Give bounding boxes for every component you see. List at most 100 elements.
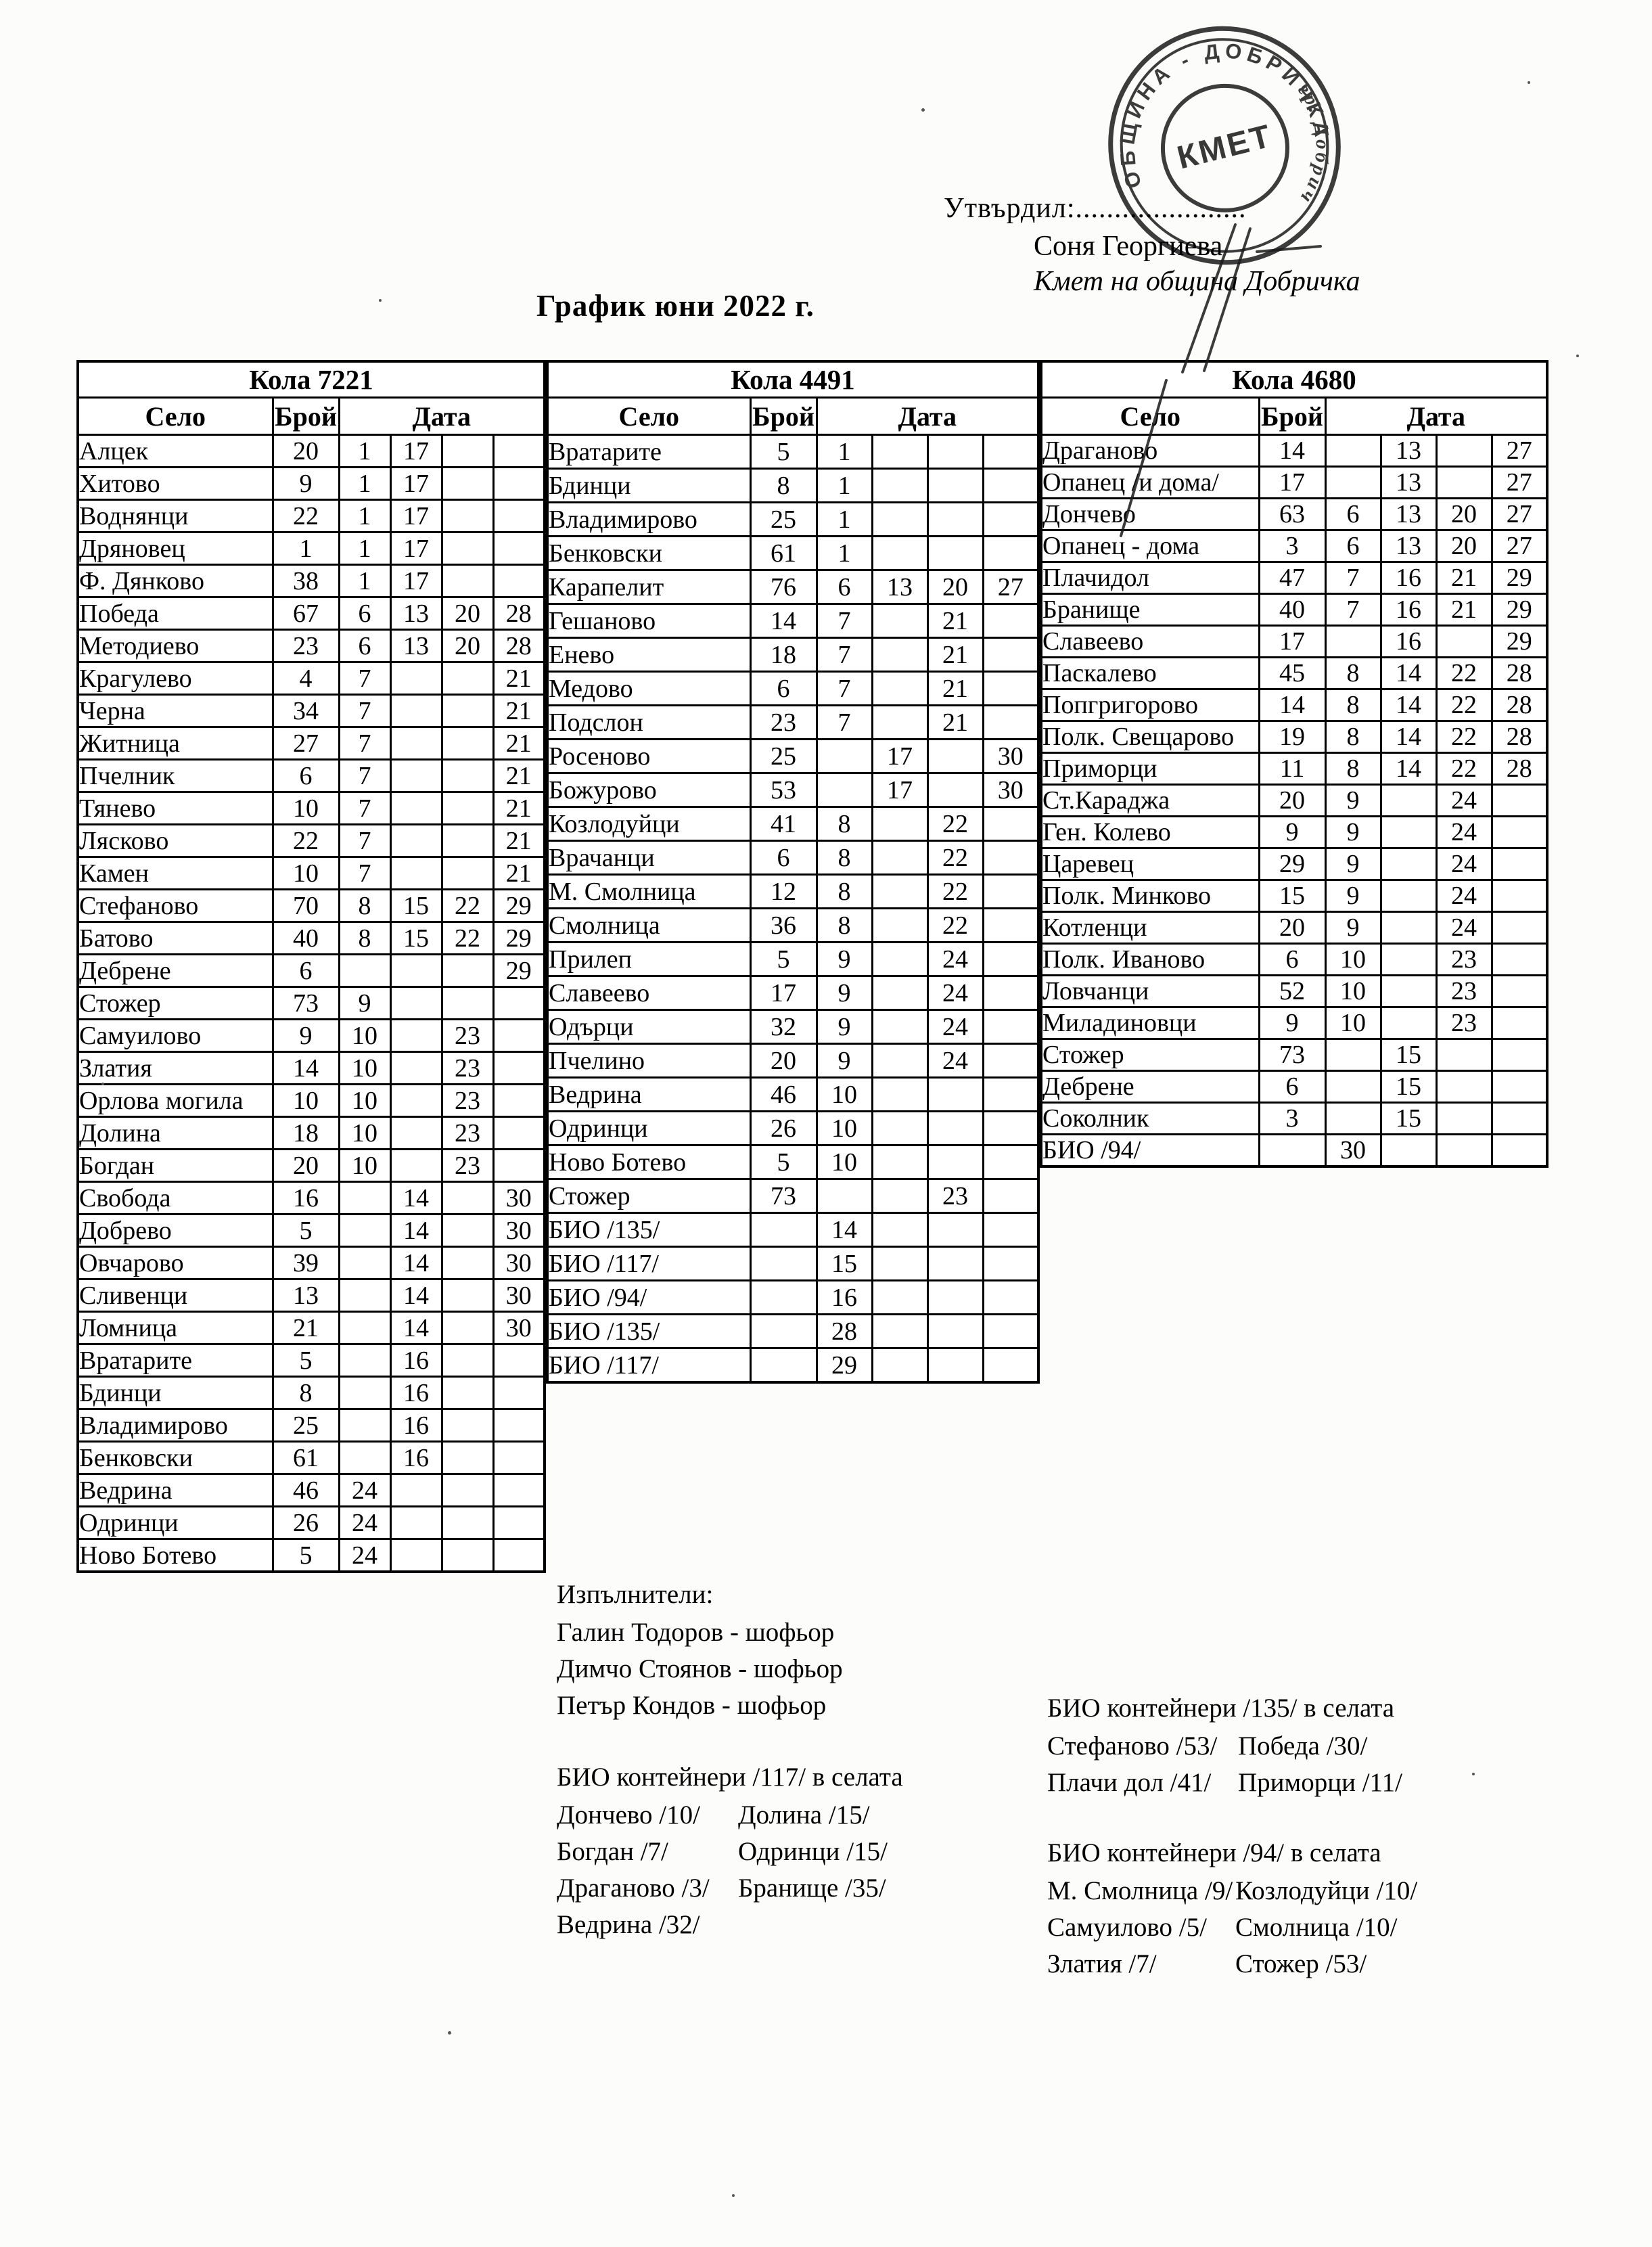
village-cell: М. Смолница [546, 873, 752, 909]
date-cell: 23 [1435, 974, 1493, 1008]
date-cell [440, 1343, 495, 1378]
date-cell [492, 1116, 546, 1150]
date-cell: 14 [1379, 720, 1438, 754]
village-cell: Прилеп [546, 941, 752, 977]
date-cell [871, 468, 929, 503]
date-cell [338, 1376, 392, 1410]
date-cell: 1 [815, 468, 873, 503]
date-cell [982, 704, 1040, 740]
village-cell: Черна [76, 694, 274, 728]
date-cell [1379, 784, 1438, 817]
table-row: Ловчанци 52 10 23 [1040, 974, 1548, 1008]
date-cell: 22 [926, 873, 984, 909]
village-cell: Одринци [546, 1110, 752, 1146]
table-row: Свобода 16 14 30 [76, 1181, 546, 1215]
date-cell: 1 [815, 434, 873, 470]
date-cell: 7 [815, 704, 873, 740]
date-cell: 21 [492, 661, 546, 696]
date-cell: 28 [1490, 752, 1548, 786]
date-cell [1435, 1038, 1493, 1072]
date-cell: 22 [1435, 656, 1493, 690]
village-cell: Батово [76, 921, 274, 955]
date-cell [1324, 466, 1382, 499]
count-cell: 20 [1258, 911, 1327, 945]
date-cell: 21 [1435, 593, 1493, 627]
date-cell [492, 1148, 546, 1183]
date-cell [1324, 1102, 1382, 1135]
date-cell [982, 1212, 1040, 1248]
date-cell: 20 [440, 629, 495, 663]
date-cell: 21 [492, 726, 546, 761]
table-row: Алцек 20 1 17 [76, 434, 546, 468]
table-row: Бдинци 8 1 [546, 468, 1040, 503]
date-cell [871, 840, 929, 876]
table-row: БИО /135/14 [546, 1212, 1040, 1248]
table-row: БИО /94/16 [546, 1279, 1040, 1315]
table-row: Приморци 11 8 14 22 28 [1040, 752, 1548, 786]
date-cell: 7 [338, 694, 392, 728]
count-cell: 23 [749, 704, 818, 740]
table-row: БИО /135/28 [546, 1313, 1040, 1349]
date-cell: 13 [1379, 434, 1438, 468]
count-cell: 6 [271, 953, 340, 988]
date-cell: 28 [1490, 688, 1548, 722]
date-cell: 16 [389, 1408, 443, 1443]
date-cell: 30 [1324, 1133, 1382, 1168]
bio-village-item: Одринци /15/ [738, 1837, 888, 1866]
date-cell [1379, 879, 1438, 913]
count-cell: 25 [271, 1408, 340, 1443]
date-cell: 30 [492, 1246, 546, 1280]
table-row: Плачидол 47 7 16 21 29 [1040, 561, 1548, 595]
bio-village-item: Плачи дол /41/ [1047, 1768, 1212, 1797]
count-cell [749, 1246, 818, 1281]
scan-speckle [1528, 81, 1530, 84]
table-row: Паскалево 45 8 14 22 28 [1040, 656, 1548, 690]
date-cell [1490, 1070, 1548, 1104]
table-row: Ломница 21 14 30 [76, 1311, 546, 1345]
count-cell: 17 [749, 975, 818, 1011]
date-cell [1379, 1006, 1438, 1040]
date-cell [440, 726, 495, 761]
count-cell [749, 1347, 818, 1384]
table-body: Вратарите 5 1 Бдинци 8 1 Владимирово 25 1 Бенковс… [546, 434, 1040, 1384]
date-cell [926, 1144, 984, 1180]
date-cell [982, 1279, 1040, 1315]
date-cell [492, 1505, 546, 1540]
date-cell [389, 726, 443, 761]
date-cell [440, 499, 495, 533]
count-cell: 5 [749, 1144, 818, 1180]
village-cell: Царевец [1040, 847, 1260, 881]
col-header-count: Брой [1258, 396, 1327, 436]
village-cell: Хитово [76, 466, 274, 501]
table-row: Житница 27 7 21 [76, 726, 546, 761]
date-cell: 13 [1379, 466, 1438, 499]
bio-heading: БИО контейнери /117/ в селата [557, 1763, 903, 1792]
date-cell [871, 1076, 929, 1112]
table-row: Опанец - дома 3 6 13 20 27 [1040, 529, 1548, 563]
date-cell [871, 637, 929, 673]
village-cell: Златия [76, 1051, 274, 1085]
date-cell [871, 1144, 929, 1180]
date-cell [1435, 625, 1493, 658]
table-row: Бдинци 8 16 [76, 1376, 546, 1410]
schedule-table-kola-7221: Кола 7221 Село Брой Дата Алцек 20 1 17 Хитов… [76, 360, 546, 1573]
table-row: Вратарите 5 1 [546, 434, 1040, 470]
date-cell: 17 [871, 738, 929, 774]
date-cell: 16 [1379, 593, 1438, 627]
count-cell: 47 [1258, 561, 1327, 595]
date-cell [1490, 1102, 1548, 1135]
col-header-village: Село [1040, 396, 1260, 436]
bio-village-item: Стожер /53/ [1235, 1949, 1367, 1978]
table-row: Крагулево 4 7 21 [76, 661, 546, 696]
date-cell [440, 1246, 495, 1280]
village-cell: Ген. Колево [1040, 815, 1260, 849]
date-cell: 22 [1435, 688, 1493, 722]
date-cell [492, 1083, 546, 1118]
date-cell: 30 [982, 772, 1040, 808]
approval-label: Утвърдил:...................... [944, 193, 1247, 224]
table-row: Победа 67 6 13 20 28 [76, 596, 546, 631]
count-cell: 14 [1258, 688, 1327, 722]
bio-village-item: Ведрина /32/ [557, 1910, 700, 1939]
village-cell: Сливенци [76, 1278, 274, 1313]
date-cell: 29 [815, 1347, 873, 1384]
